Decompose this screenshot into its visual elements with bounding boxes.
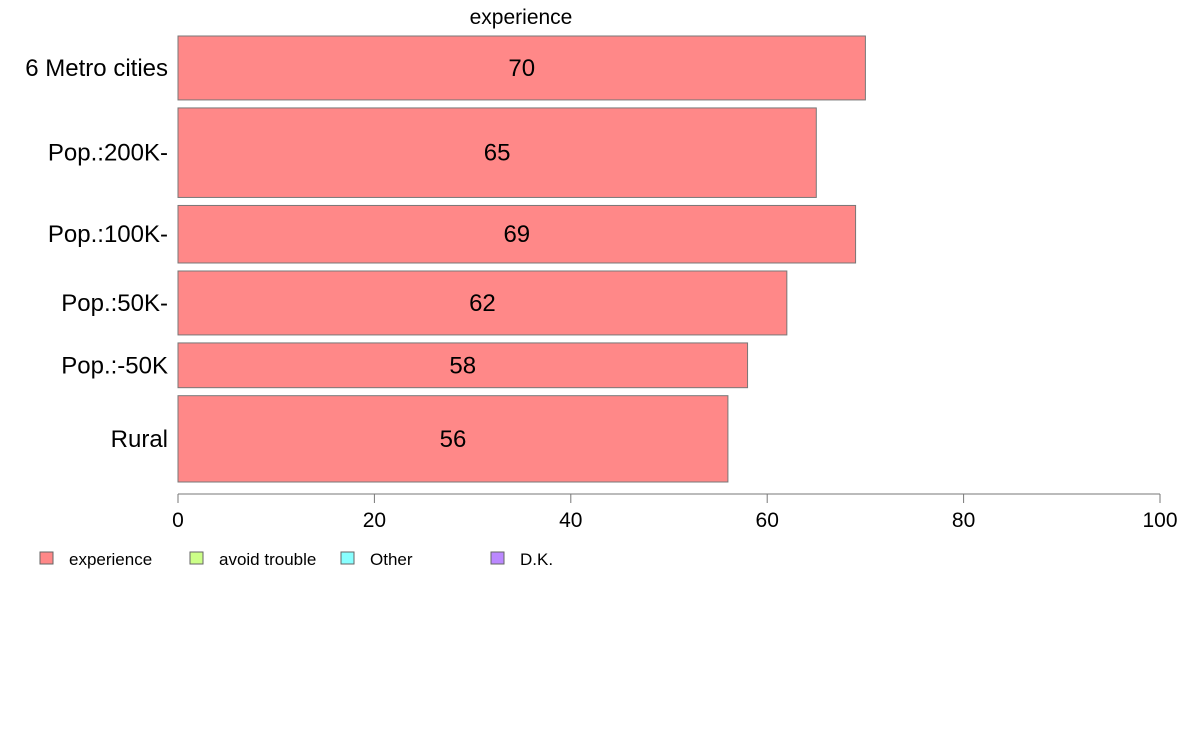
bar-row: 56 Rural: [111, 395, 729, 483]
bar-row: 62 Pop.:50K-: [61, 270, 788, 336]
category-label: Rural: [111, 426, 168, 453]
bars-group: 70 6 Metro cities 65 Pop.:200K- 69 Pop.:100K-…: [25, 35, 866, 483]
category-label: Pop.:-50K: [61, 352, 168, 379]
legend-swatch: [189, 551, 204, 565]
bar: [177, 395, 729, 483]
x-tick-label: 0: [172, 509, 184, 532]
bar: [177, 204, 857, 264]
bar-value-label: 70: [508, 55, 535, 82]
legend-label: avoid trouble: [219, 550, 316, 569]
legend-swatch: [340, 551, 355, 565]
x-tick-label: 20: [363, 509, 386, 532]
category-label: Pop.:100K-: [48, 221, 168, 248]
x-tick-label: 40: [559, 509, 582, 532]
legend-item: experience: [39, 550, 152, 569]
bar: [177, 342, 749, 389]
chart-title: experience: [470, 6, 573, 29]
x-tick-label: 80: [952, 509, 975, 532]
bar-row: 70 6 Metro cities: [25, 35, 866, 101]
bar-row: 58 Pop.:-50K: [61, 342, 749, 389]
bar-value-label: 56: [440, 426, 467, 453]
bar-row: 65 Pop.:200K-: [48, 107, 817, 198]
bar: [177, 35, 866, 101]
x-tick-label: 100: [1142, 509, 1177, 532]
bar-value-label: 58: [449, 352, 476, 379]
bar-value-label: 69: [503, 221, 530, 248]
legend: experience avoid trouble Other D.K.: [39, 550, 553, 569]
legend-label: Other: [370, 550, 413, 569]
category-label: Pop.:200K-: [48, 140, 168, 167]
bar-value-label: 65: [484, 140, 511, 167]
legend-item: avoid trouble: [189, 550, 316, 569]
category-label: 6 Metro cities: [25, 55, 168, 82]
legend-swatch: [39, 551, 54, 565]
legend-label: experience: [69, 550, 152, 569]
x-axis: 0 20 40 60 80 100: [172, 493, 1178, 532]
bar-value-label: 62: [469, 290, 496, 317]
legend-label: D.K.: [520, 550, 553, 569]
x-tick-label: 60: [756, 509, 779, 532]
legend-swatch: [490, 551, 505, 565]
category-label: Pop.:50K-: [61, 290, 168, 317]
legend-item: Other: [340, 550, 413, 569]
legend-item: D.K.: [490, 550, 553, 569]
bar: [177, 270, 788, 336]
bar-row: 69 Pop.:100K-: [48, 204, 857, 264]
bar: [177, 107, 817, 198]
